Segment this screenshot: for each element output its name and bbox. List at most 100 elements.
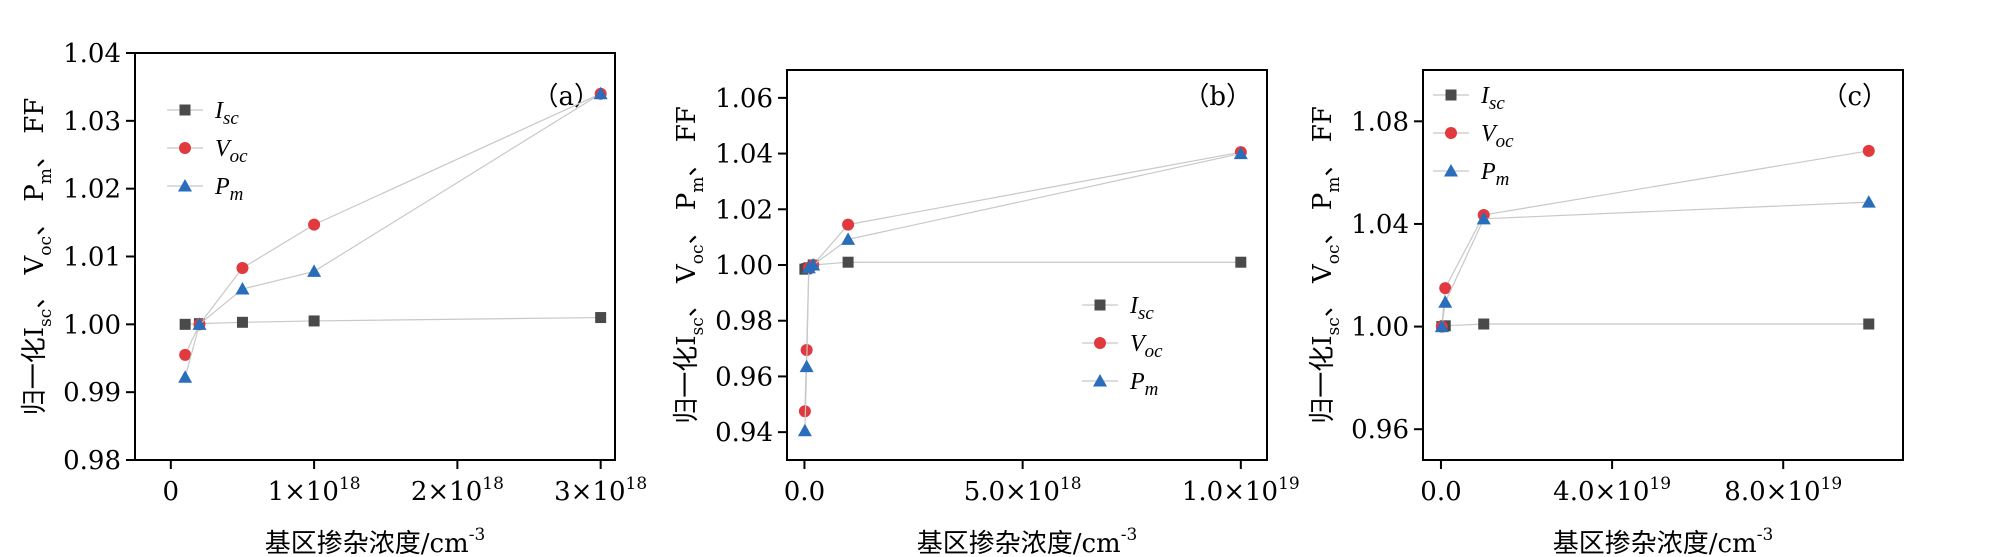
circle-point [179,348,192,361]
x-tick-label: 5.0×1018 [964,474,1082,507]
legend-label: Isc [214,98,239,129]
series-Isc [1436,318,1875,333]
x-tick-label: 8.0×1019 [1724,474,1842,507]
series-line [804,152,1241,431]
legend: Isc Voc Pm [167,98,248,205]
legend-marker [1093,374,1107,387]
x-tick-label: 0.0 [784,477,825,507]
x-tick-label: 3×1018 [554,474,647,507]
legend-label: Voc [1130,331,1163,362]
triangle-point [797,423,812,437]
series-line [1441,201,1869,327]
x-axis-title: 基区掺杂浓度/cm-3 [265,525,486,557]
legend-marker [1444,164,1458,177]
circle-point [1439,282,1452,295]
triangle-point [799,359,814,373]
y-tick-label: 0.96 [715,362,773,392]
legend-label: Pm [1480,159,1509,190]
square-point [1235,256,1247,268]
circle-point [236,262,249,275]
y-tick-label: 1.01 [63,243,121,273]
series-Voc [798,146,1247,418]
y-tick-label: 0.96 [1351,415,1409,445]
series-line [804,261,1241,270]
triangle-point [178,370,193,383]
x-tick-label: 2×1018 [411,474,504,507]
plot-frame [786,69,1268,461]
panel-c: 0.96 1.00 1.04 1.08 0.0 4.0×1019 8.0×1019 基区掺杂浓… [1308,69,1904,557]
y-axis-title: 归一化Isc、 Voc、 Pm、 FF [672,106,708,424]
y-tick-label: 1.00 [63,310,121,340]
legend-label: Voc [1481,121,1514,152]
legend-label: Pm [1129,369,1158,400]
plot-frame [1422,69,1904,461]
x-axis-title: 基区掺杂浓度/cm-3 [917,525,1138,557]
panel-label: （a） [532,82,600,112]
x-tick-label: 1×1018 [268,474,361,507]
legend: Isc Voc Pm [1082,293,1163,400]
circle-point [842,218,855,231]
series-Isc [179,312,607,330]
square-point [1478,318,1490,330]
legend: Isc Voc Pm [1433,83,1514,190]
circle-point [308,218,321,231]
series-line [184,93,601,378]
series-Isc [799,256,1247,275]
square-point [179,318,191,330]
triangle-point [192,317,207,330]
y-axis-title: 归一化Isc、 Voc、 Pm、 FF [20,98,56,416]
triangle-point [841,232,856,245]
legend-marker [1094,299,1106,311]
legend-marker [1094,337,1106,349]
y-tick-label: 1.04 [1351,210,1409,240]
panel-label: （b） [1183,82,1252,112]
square-point [595,312,607,324]
y-tick-label: 0.94 [715,418,773,448]
legend-label: Isc [1480,83,1505,114]
legend-marker [178,179,192,192]
y-tick-label: 1.00 [715,251,773,281]
y-tick-label: 1.02 [715,195,773,225]
panel-b: 0.94 0.96 0.98 1.00 1.02 1.04 1.06 0.0 5.0×1018 1… [672,69,1300,557]
legend-marker [1445,127,1457,139]
legend-marker [179,104,191,116]
y-tick-label: 1.00 [1351,313,1409,343]
x-tick-label: 0.0 [1420,477,1461,507]
triangle-point [593,86,608,100]
legend-label: Voc [215,136,248,167]
legend-marker [1445,89,1457,101]
legend-label: Pm [214,174,243,205]
triangle-point [1438,295,1453,308]
y-tick-label: 0.99 [63,378,121,408]
square-point [842,256,854,268]
square-point [1863,318,1875,330]
triangle-point [1434,319,1449,333]
x-tick-label: 1.0×1019 [1182,474,1300,507]
y-tick-label: 1.08 [1351,107,1409,137]
square-point [236,316,248,328]
plot-frame [134,52,616,461]
triangle-point [235,282,250,295]
panel-a: 0.98 0.99 1.00 1.01 1.02 1.03 1.04 0 1×1018 2×101… [20,39,647,557]
x-tick-label: 0 [163,477,180,507]
triangle-point [1476,211,1491,225]
panel-label: （c） [1821,82,1888,112]
y-tick-label: 0.98 [63,446,121,476]
legend-marker [179,142,191,154]
y-tick-label: 0.98 [715,307,773,337]
series-line [1441,323,1869,328]
y-tick-label: 1.02 [63,175,121,205]
y-tick-label: 1.04 [63,39,121,69]
circle-point [1862,144,1875,157]
triangle-point [1861,195,1876,208]
square-point [308,315,320,327]
y-tick-label: 1.04 [715,140,773,170]
series-Pm [797,146,1248,437]
x-axis-title: 基区掺杂浓度/cm-3 [1553,525,1774,557]
legend-label: Isc [1129,293,1154,324]
series-line [804,151,1241,412]
triangle-point [1233,146,1248,160]
y-axis-title: 归一化Isc、 Voc、 Pm、 FF [1308,106,1344,424]
x-tick-label: 4.0×1019 [1553,474,1671,507]
y-tick-label: 1.06 [715,84,773,114]
